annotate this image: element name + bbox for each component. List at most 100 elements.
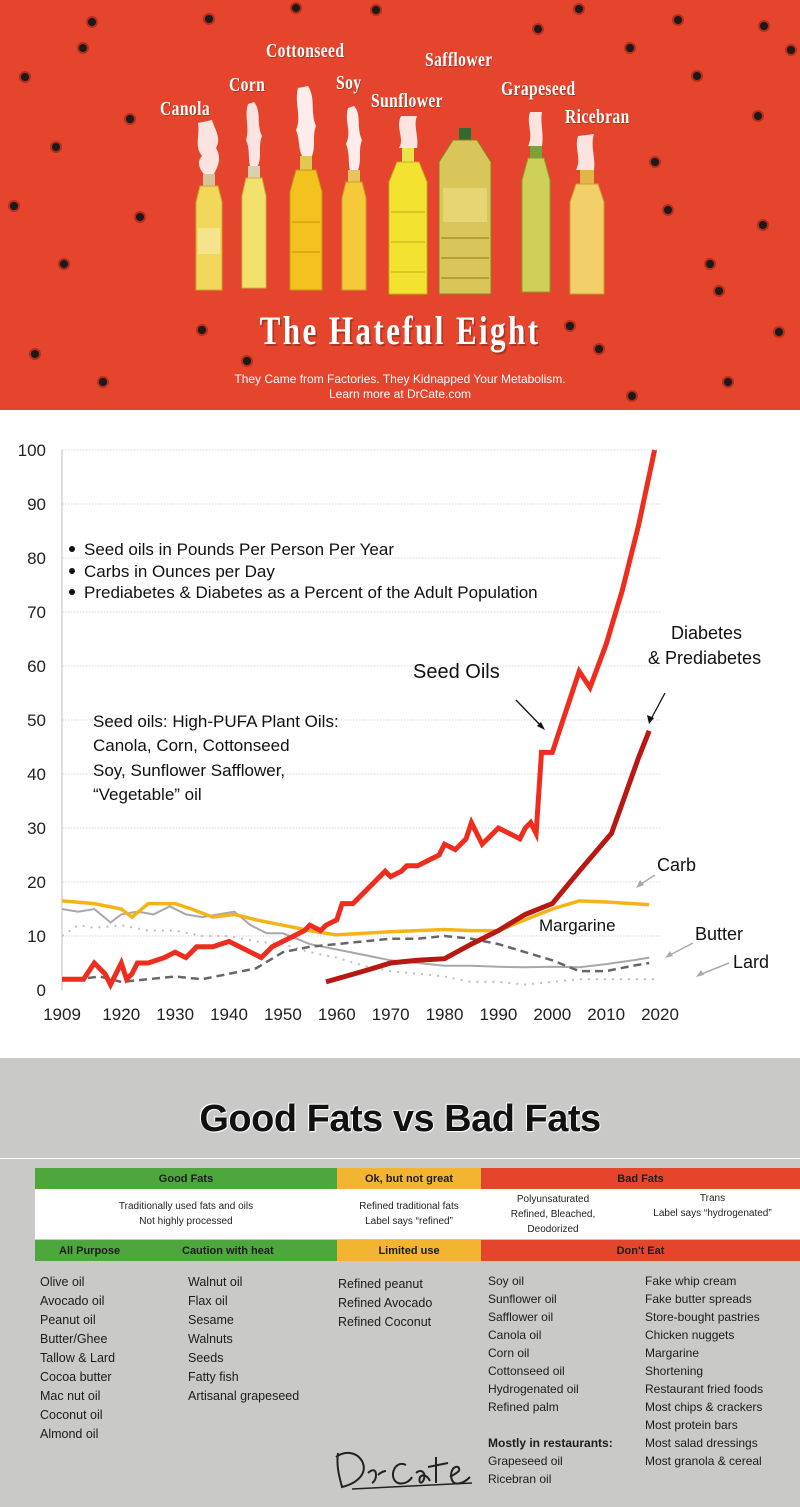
fats-title: Good Fats vs Bad Fats (199, 1098, 601, 1140)
label-carb: Carb (657, 855, 696, 875)
list-item: Chicken nuggets (645, 1328, 735, 1342)
seed-oils-banner: Canola Corn Cottonseed Soy Sunflower Saf… (0, 0, 800, 410)
note-line: Canola, Corn, Cottonseed (93, 736, 290, 755)
x-tick-label: 1960 (318, 1005, 356, 1024)
header-green-row2: All Purpose Caution with heat (35, 1240, 337, 1261)
list-item: Hydrogenated oil (488, 1382, 579, 1396)
bullet-hole-icon (787, 46, 795, 54)
chart-panel: 0 10 20 30 40 50 60 70 80 90 100 1909 1920 1930 1940 1… (0, 410, 800, 1058)
banner-link-text: Learn more at DrCate.com (328, 387, 472, 401)
bullet-hole-icon (595, 345, 603, 353)
y-tick-label: 50 (27, 711, 46, 730)
x-tick-label: 1920 (102, 1005, 140, 1024)
label-butter: Butter (695, 924, 743, 944)
bullet-hole-icon (566, 322, 574, 330)
bullet-hole-icon (21, 73, 29, 81)
desc-text: Not highly processed (139, 1216, 233, 1227)
list-trans: Fake whip cream Fake butter spreads Stor… (645, 1272, 763, 1470)
bullet-hole-icon (292, 4, 300, 12)
bullet-hole-icon (79, 44, 87, 52)
x-tick-label: 1980 (426, 1005, 464, 1024)
restaurants-label: Mostly in restaurants: (488, 1436, 613, 1450)
list-item: Refined Avocado (338, 1296, 433, 1310)
list-polyunsaturated: Soy oil Sunflower oil Safflower oil Cano… (488, 1272, 613, 1488)
header-bad-fats: Bad Fats (481, 1168, 800, 1189)
drcate-signature-icon (335, 1451, 473, 1490)
list-item: Fake whip cream (645, 1274, 737, 1288)
legend-bullet-dot (69, 589, 75, 595)
list-caution: Walnut oil Flax oil Sesame Walnuts Seeds… (188, 1273, 299, 1406)
oil-label-corn: Corn (229, 74, 266, 96)
bullet-hole-icon (88, 18, 96, 26)
series-line-lard (61, 924, 660, 986)
oil-label-safflower: Safflower (425, 49, 493, 71)
note-line: “Vegetable” oil (93, 785, 202, 804)
list-item: Store-bought pastries (645, 1310, 760, 1324)
list-item: Restaurant fried foods (645, 1382, 764, 1396)
desc-ok: Refined traditional fats Label says “ref… (337, 1189, 481, 1239)
legend-diabetes-text: Prediabetes & Diabetes as a Percent of t… (84, 583, 538, 602)
desc-text: Polyunsaturated (516, 1193, 590, 1205)
list-item: Refined peanut (338, 1277, 423, 1291)
divider (0, 1158, 800, 1159)
bottle-sunflower-icon (388, 116, 428, 295)
desc-trans: Trans Label says “hydrogenated” (625, 1181, 800, 1231)
y-tick-label: 0 (37, 981, 46, 1000)
list-item: Cocoa butter (40, 1370, 112, 1384)
list-item: Soy oil (488, 1274, 525, 1288)
legend-bullet-dot (69, 568, 75, 574)
y-tick-label: 10 (27, 927, 46, 946)
list-item: Sesame (188, 1313, 234, 1327)
arrow-head-icon (636, 880, 644, 888)
oil-label-grapeseed: Grapeseed (501, 78, 576, 100)
desc-text: Label says “refined” (365, 1216, 453, 1227)
list-item: Butter/Ghee (40, 1332, 108, 1346)
bullet-hole-icon (99, 378, 107, 386)
x-tick-label: 1970 (372, 1005, 410, 1024)
spacer (488, 1416, 613, 1434)
header-good-fats: Good Fats (35, 1168, 337, 1189)
list-all-purpose: Olive oil Avocado oil Peanut oil Butter/… (40, 1273, 115, 1444)
header-all-purpose: All Purpose (59, 1244, 121, 1257)
list-item: Artisanal grapeseed (188, 1389, 300, 1403)
oil-label-ricebran: Ricebran (565, 106, 630, 128)
oil-label-sunflower: Sunflower (371, 90, 443, 112)
list-item: Seeds (188, 1351, 224, 1365)
label-diabetes: Diabetes (671, 623, 742, 643)
bullet-hole-icon (243, 357, 251, 365)
bullet-hole-icon (693, 72, 701, 80)
arrow-head-icon (665, 951, 673, 958)
arrow-lard (698, 962, 730, 976)
bullet-hole-icon (198, 326, 206, 334)
x-tick-label: 1930 (156, 1005, 194, 1024)
series-line-butter (61, 905, 650, 969)
list-item: Most chips & crackers (645, 1400, 763, 1414)
bullet-hole-icon (534, 25, 542, 33)
legend-bullets: Seed oils in Pounds Per Person Per Year … (69, 540, 538, 602)
desc-text: Refined traditional fats (359, 1201, 459, 1212)
bottle-corn-icon (241, 102, 267, 289)
legend-bullet-dot (69, 546, 75, 552)
bullet-hole-icon (651, 158, 659, 166)
list-item: Olive oil (40, 1275, 85, 1289)
bottle-grapeseed-icon (521, 112, 551, 293)
seed-oils-note: Seed oils: High-PUFA Plant Oils: Canola,… (93, 712, 339, 804)
bullet-hole-icon (10, 202, 18, 210)
bullet-hole-icon (664, 206, 672, 214)
annotation-arrows (515, 692, 730, 977)
y-tick-label: 60 (27, 657, 46, 676)
legend-seed-oils-text: Seed oils in Pounds Per Person Per Year (84, 540, 394, 559)
list-item: Canola oil (488, 1328, 542, 1342)
grid-lines (61, 449, 660, 990)
arrow-head-icon (647, 715, 654, 724)
bullet-hole-icon (52, 143, 60, 151)
list-item: Avocado oil (40, 1294, 105, 1308)
desc-text: Label says “hydrogenated” (653, 1208, 772, 1219)
bullet-hole-icon (575, 5, 583, 13)
desc-poly: Polyunsaturated Refined, Bleached, Deodo… (481, 1189, 625, 1239)
list-item: Fake butter spreads (645, 1292, 752, 1306)
x-tick-label: 2000 (533, 1005, 571, 1024)
note-line: Seed oils: High-PUFA Plant Oils: (93, 712, 339, 731)
bullet-hole-icon (724, 378, 732, 386)
list-item: Most protein bars (645, 1418, 738, 1432)
